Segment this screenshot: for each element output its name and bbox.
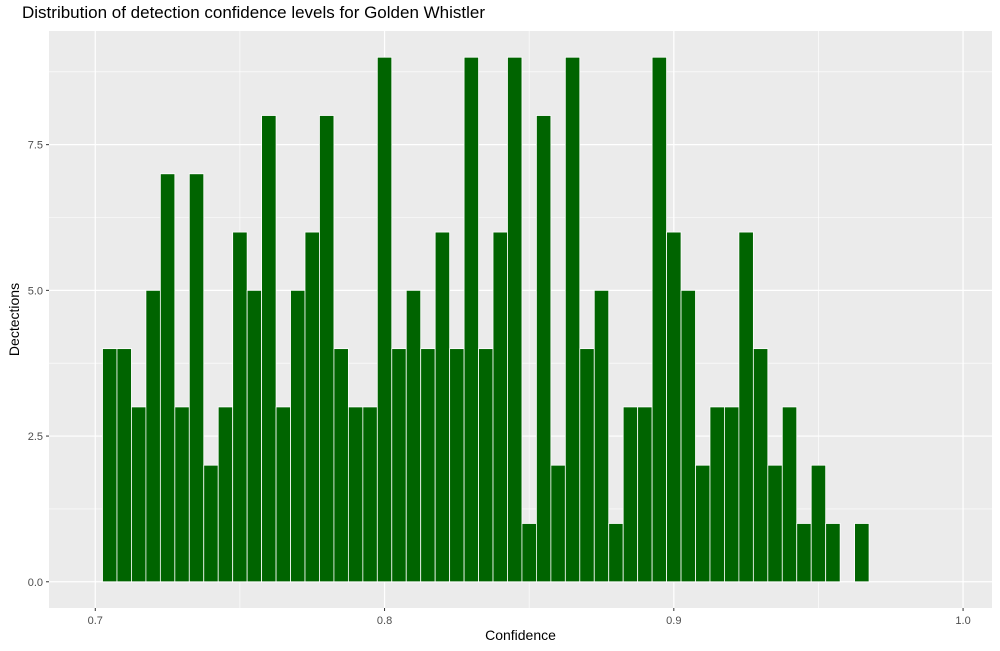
histogram-bar-20 <box>391 348 407 583</box>
histogram-bar-4 <box>159 173 176 583</box>
histogram-bar-3 <box>145 289 161 583</box>
histogram-bar-18 <box>362 406 378 583</box>
histogram-bar-14 <box>304 231 320 583</box>
histogram-bar-8 <box>217 406 234 583</box>
histogram-bar-42 <box>709 406 725 583</box>
histogram-bar-15 <box>319 115 335 583</box>
histogram-bar-17 <box>347 406 364 583</box>
x-axis-title: Confidence <box>485 627 556 643</box>
histogram-bar-39 <box>666 231 682 583</box>
histogram-bar-48 <box>796 523 812 583</box>
histogram-bar-41 <box>695 464 711 583</box>
histogram-bar-32 <box>564 56 581 583</box>
x-tick-label-3: 1.0 <box>955 615 970 627</box>
histogram-bar-22 <box>420 348 436 583</box>
histogram-bar-1 <box>116 348 132 583</box>
histogram-bar-19 <box>376 56 393 583</box>
histogram-bar-52 <box>854 523 870 583</box>
histogram-bar-24 <box>449 348 465 583</box>
histogram-bar-36 <box>622 406 639 583</box>
histogram-bar-23 <box>434 231 451 583</box>
histogram-bar-31 <box>550 464 566 583</box>
histogram-bar-47 <box>781 406 798 583</box>
histogram-bar-27 <box>492 231 508 583</box>
histogram-bar-9 <box>232 231 248 583</box>
histogram-bar-49 <box>810 464 827 583</box>
y-axis: 0.0 2.5 5.0 7.5 <box>28 140 49 589</box>
y-tick-label-1: 2.5 <box>28 431 43 443</box>
histogram-bar-35 <box>608 523 624 583</box>
histogram-bar-50 <box>825 523 841 583</box>
histogram-bar-37 <box>637 406 653 583</box>
histogram-bar-11 <box>261 115 277 583</box>
histogram-bar-46 <box>767 464 783 583</box>
histogram-bar-33 <box>579 348 595 583</box>
histogram-bar-30 <box>536 115 552 583</box>
histogram-bar-45 <box>752 348 769 583</box>
histogram-bar-25 <box>463 56 479 583</box>
histogram-bar-13 <box>290 289 306 583</box>
histogram-bar-28 <box>507 56 523 583</box>
y-tick-label-3: 7.5 <box>28 140 43 152</box>
x-axis: 0.7 0.8 0.9 1.0 <box>88 608 971 627</box>
histogram-bar-0 <box>102 348 118 583</box>
x-tick-label-0: 0.7 <box>88 615 103 627</box>
y-axis-title: Dectections <box>6 283 22 356</box>
histogram-bar-16 <box>333 348 349 583</box>
y-tick-label-2: 5.0 <box>28 285 43 297</box>
x-tick-label-1: 0.8 <box>377 615 392 627</box>
histogram-bar-6 <box>188 173 205 583</box>
histogram-bar-40 <box>680 289 696 583</box>
chart-title: Distribution of detection confidence lev… <box>22 3 486 22</box>
histogram-bar-21 <box>405 289 422 583</box>
histogram-bar-44 <box>738 231 754 583</box>
x-tick-label-2: 0.9 <box>666 615 681 627</box>
histogram-bar-10 <box>246 289 263 583</box>
histogram-bar-7 <box>203 464 219 583</box>
histogram-bars <box>102 56 870 583</box>
histogram-bar-43 <box>724 406 740 583</box>
histogram-bar-38 <box>651 56 667 583</box>
histogram-bar-26 <box>478 348 494 583</box>
histogram-bar-5 <box>174 406 190 583</box>
histogram-bar-29 <box>521 523 537 583</box>
histogram-bar-34 <box>593 289 610 583</box>
y-tick-label-0: 0.0 <box>28 577 43 589</box>
histogram-bar-2 <box>131 406 147 583</box>
histogram-bar-12 <box>275 406 291 583</box>
